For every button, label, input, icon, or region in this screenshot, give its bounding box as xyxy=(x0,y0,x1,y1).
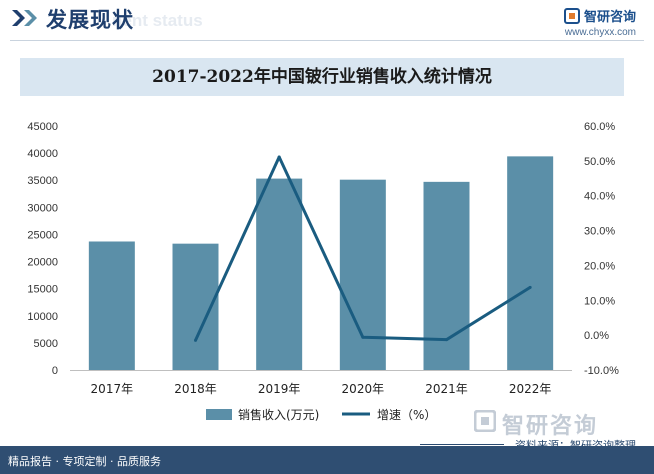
line-point xyxy=(361,335,365,339)
x-tick-label: 2021年 xyxy=(425,382,468,396)
bar xyxy=(256,178,303,370)
x-tick-label: 2022年 xyxy=(509,382,552,396)
footer-text: 精品报告 · 专项定制 · 品质服务 xyxy=(8,455,161,468)
y-left-tick-label: 25000 xyxy=(27,229,58,241)
chart-title: 2017-2022年中国铍行业销售收入统计情况 xyxy=(152,67,492,87)
y-left-tick-label: 45000 xyxy=(27,121,58,133)
y-left-tick-label: 30000 xyxy=(27,202,58,214)
y-right-tick-label: 0.0% xyxy=(584,330,609,342)
x-tick-label: 2017年 xyxy=(91,382,134,396)
source-divider xyxy=(420,444,504,445)
line-point xyxy=(528,285,532,289)
line-point xyxy=(194,338,197,342)
y-left-tick-label: 15000 xyxy=(27,284,58,296)
brand-name: 智研咨询 xyxy=(583,10,636,25)
x-tick-label: 2018年 xyxy=(174,382,217,396)
bar xyxy=(423,181,470,370)
line-point xyxy=(445,338,448,342)
header-ghost-text: nent status xyxy=(112,11,203,30)
footer-bar: 精品报告 · 专项定制 · 品质服务 xyxy=(0,446,654,474)
y-left-tick-label: 5000 xyxy=(34,338,58,350)
y-right-tick-label: 40.0% xyxy=(584,191,615,203)
y-right-tick-label: 10.0% xyxy=(584,295,615,307)
double-chevron-icon xyxy=(12,10,37,26)
legend-bar-label: 销售收入(万元) xyxy=(238,407,319,422)
brand-url[interactable]: www.chyxx.com xyxy=(564,27,636,38)
chart-area: 0 5000 10000 15000 20000 25000 30000 35000 40000… xyxy=(27,121,619,422)
y-left-tick-label: 20000 xyxy=(27,257,58,269)
legend-bar-swatch xyxy=(206,409,232,420)
watermark-text: 智研咨询 xyxy=(502,414,599,439)
y-right-tick-label: 30.0% xyxy=(584,226,615,238)
section-title: 发展现状 xyxy=(46,8,134,32)
y-left-tick-label: 40000 xyxy=(27,148,58,160)
line-point xyxy=(277,155,281,159)
y-right-tick-label: 60.0% xyxy=(584,121,615,133)
y-left-tick-label: 35000 xyxy=(27,175,58,187)
chart-title-band: 2017-2022年中国铍行业销售收入统计情况 xyxy=(20,58,624,96)
page-header: nent status 发展现状 智研咨询 www.chyxx.com xyxy=(0,0,654,44)
bar xyxy=(507,156,554,370)
header-divider xyxy=(10,40,644,41)
y-right-tick-label: -10.0% xyxy=(584,365,619,377)
bar xyxy=(339,179,386,370)
y-right-tick-label: 20.0% xyxy=(584,260,615,272)
watermark-logo-icon xyxy=(474,410,496,432)
brand-logo-icon xyxy=(563,7,580,24)
y-left-tick-label: 10000 xyxy=(27,311,58,323)
brand: 智研咨询 www.chyxx.com xyxy=(563,6,636,38)
y-left-tick-label: 0 xyxy=(52,365,58,377)
legend-line-label: 增速（%） xyxy=(377,408,436,422)
bar xyxy=(88,241,135,370)
y-right-tick-label: 50.0% xyxy=(584,156,615,168)
x-tick-label: 2019年 xyxy=(258,382,301,396)
x-tick-label: 2020年 xyxy=(342,382,385,396)
